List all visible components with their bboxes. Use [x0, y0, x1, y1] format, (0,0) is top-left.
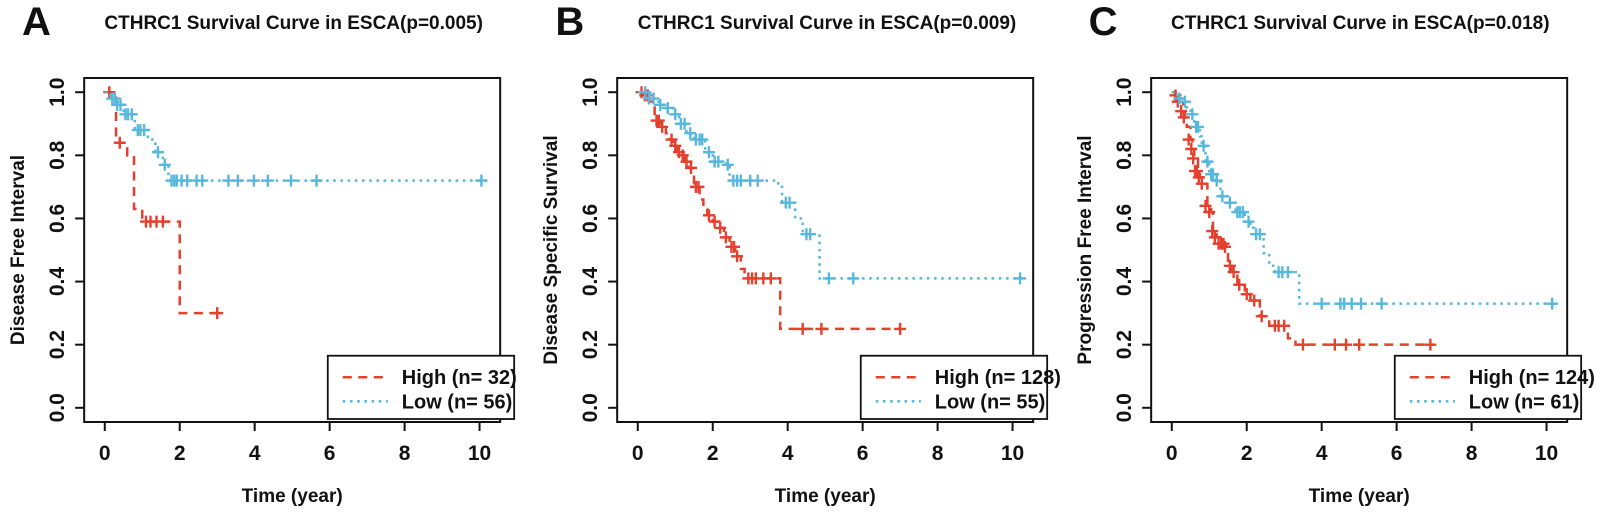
x-tick-label: 8 — [932, 442, 944, 465]
y-axis-label: Disease Specific Survival — [541, 135, 562, 364]
panel-b: B CTHRC1 Survival Curve in ESCA(p=0.009)… — [533, 0, 1066, 524]
plot-box — [616, 77, 1035, 423]
y-axis: 0.0 0.2 0.4 0.6 0.8 1.0 Disease Free Interval — [8, 78, 85, 422]
x-tick-label: 4 — [782, 442, 794, 465]
x-axis-label: Time (year) — [775, 486, 876, 507]
x-axis-label: Time (year) — [1308, 486, 1409, 507]
y-tick-label: 0.6 — [579, 204, 602, 233]
y-tick-label: 0.8 — [579, 140, 602, 170]
y-tick-label: 0.2 — [1113, 330, 1136, 359]
panel-c-title: CTHRC1 Survival Curve in ESCA(p=0.018) — [1171, 13, 1550, 34]
high-curve — [638, 90, 901, 331]
x-tick-label: 2 — [707, 442, 719, 465]
y-tick-label: 0.4 — [579, 267, 602, 297]
legend-label-low: Low (n= 56) — [402, 391, 513, 413]
y-tick-label: 1.0 — [579, 78, 602, 107]
y-tick-label: 0.6 — [46, 204, 69, 233]
plot-box — [83, 77, 502, 423]
low-curve — [104, 90, 491, 182]
panel-a-letter: A — [22, 0, 51, 44]
y-tick-label: 0.4 — [46, 267, 69, 297]
x-tick-label: 6 — [324, 442, 336, 465]
x-tick-label: 0 — [632, 442, 644, 465]
y-tick-label: 0.6 — [1113, 204, 1136, 233]
panel-a-header: A CTHRC1 Survival Curve in ESCA(p=0.005) — [0, 0, 533, 52]
x-tick-label: 2 — [1241, 442, 1253, 465]
panel-a-plot: 0 2 4 6 8 10 Time (year) 0.0 0.2 0.4 0.6 0.8 1.0 Dise… — [8, 77, 517, 507]
panel-c-letter: C — [1088, 0, 1118, 44]
panel-b-title: CTHRC1 Survival Curve in ESCA(p=0.009) — [637, 13, 1017, 34]
high-curve — [104, 90, 220, 315]
x-tick-label: 0 — [1166, 442, 1178, 465]
legend-label-high: High (n= 124) — [1468, 367, 1594, 389]
plot-box — [1149, 77, 1568, 423]
y-tick-label: 0.8 — [46, 140, 69, 170]
y-tick-label: 0.8 — [1113, 140, 1136, 170]
x-tick-label: 10 — [1001, 442, 1024, 465]
panel-b-header: B CTHRC1 Survival Curve in ESCA(p=0.009) — [533, 0, 1066, 52]
panel-c: C CTHRC1 Survival Curve in ESCA(p=0.018)… — [1067, 0, 1600, 524]
legend: High (n= 128)Low (n= 55) — [860, 354, 1061, 420]
legend-label-high: High (n= 128) — [935, 367, 1061, 389]
y-tick-label: 0.2 — [579, 330, 602, 359]
y-axis: 0.0 0.2 0.4 0.6 0.8 1.0 Disease Specific Survi… — [541, 78, 618, 422]
legend: High (n= 124)Low (n= 61) — [1393, 354, 1595, 420]
low-censor-marks — [1172, 92, 1558, 310]
y-tick-label: 1.0 — [1113, 78, 1136, 107]
x-tick-label: 6 — [1390, 442, 1402, 465]
x-tick-label: 2 — [174, 442, 186, 465]
panel-c-plot: 0 2 4 6 8 10 Time (year) 0.0 0.2 0.4 0.6 0.8 1.0 Prog… — [1075, 77, 1595, 507]
x-axis: 0 2 4 6 8 10 Time (year) — [99, 422, 491, 507]
legend: High (n= 32)Low (n= 56) — [326, 354, 517, 420]
x-axis: 0 2 4 6 8 10 Time (year) — [1166, 422, 1558, 507]
x-tick-label: 10 — [1535, 442, 1558, 465]
legend-label-low: Low (n= 61) — [1468, 391, 1579, 413]
y-axis: 0.0 0.2 0.4 0.6 0.8 1.0 Progression Free Inter… — [1075, 78, 1151, 422]
legend-label-high: High (n= 32) — [402, 367, 517, 389]
y-axis-label: Progression Free Interval — [1075, 135, 1096, 364]
y-axis-label: Disease Free Interval — [8, 155, 29, 345]
legend-box — [1393, 354, 1582, 420]
y-tick-label: 0.0 — [46, 393, 69, 422]
panel-c-header: C CTHRC1 Survival Curve in ESCA(p=0.018) — [1067, 0, 1600, 52]
low-censor-marks — [639, 86, 1027, 285]
x-axis-label: Time (year) — [242, 486, 343, 507]
y-tick-label: 0.0 — [1113, 393, 1136, 422]
high-censor-marks — [1169, 89, 1437, 351]
high-censor-marks — [103, 86, 224, 320]
panel-a: A CTHRC1 Survival Curve in ESCA(p=0.005)… — [0, 0, 533, 524]
x-tick-label: 4 — [1315, 442, 1327, 465]
high-curve — [1171, 90, 1434, 346]
legend-label-low: Low (n= 55) — [935, 391, 1046, 413]
y-tick-label: 0.0 — [579, 393, 602, 422]
x-tick-label: 4 — [249, 442, 261, 465]
x-tick-label: 0 — [99, 442, 111, 465]
x-tick-label: 8 — [399, 442, 411, 465]
panel-b-letter: B — [555, 0, 585, 44]
x-tick-label: 10 — [468, 442, 491, 465]
low-curve — [1171, 90, 1558, 305]
y-tick-label: 0.4 — [1113, 267, 1136, 297]
x-axis: 0 2 4 6 8 10 Time (year) — [632, 422, 1025, 507]
x-tick-label: 6 — [857, 442, 869, 465]
y-tick-label: 1.0 — [46, 78, 69, 107]
legend-box — [860, 354, 1049, 420]
y-tick-label: 0.2 — [46, 330, 69, 359]
legend-box — [326, 354, 516, 420]
panel-b-plot: 0 2 4 6 8 10 Time (year) 0.0 0.2 0.4 0.6 0.8 1.0 Dise… — [541, 77, 1061, 507]
x-tick-label: 8 — [1465, 442, 1477, 465]
low-censor-marks — [106, 92, 488, 187]
panel-a-title: CTHRC1 Survival Curve in ESCA(p=0.005) — [104, 13, 483, 34]
